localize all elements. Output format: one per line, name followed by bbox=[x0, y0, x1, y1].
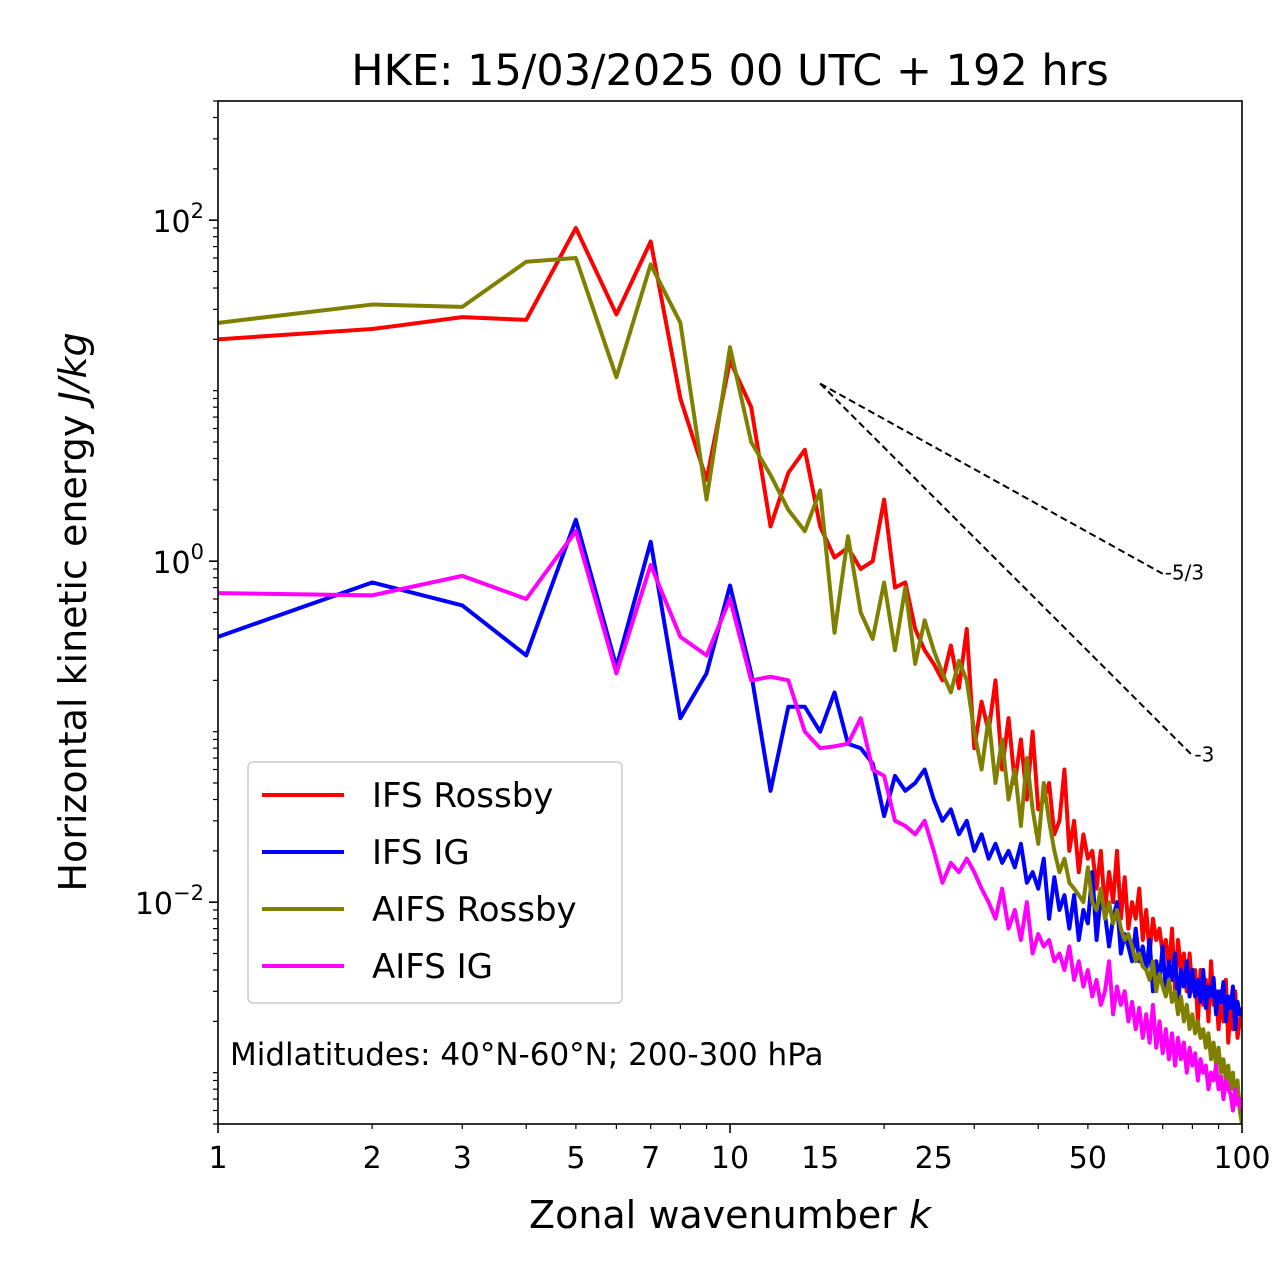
y-axis-label-unit: J/kg bbox=[51, 332, 95, 409]
series-line-aifs-rossby bbox=[218, 256, 1242, 1124]
x-tick-label: 50 bbox=[1069, 1141, 1107, 1176]
x-tick-label: 100 bbox=[1213, 1141, 1270, 1176]
chart-title: HKE: 15/03/2025 00 UTC + 192 hrs bbox=[351, 46, 1108, 96]
legend-label-ifs-ig: IFS IG bbox=[372, 833, 470, 873]
x-tick-label: 1 bbox=[208, 1141, 227, 1176]
x-axis-label: Zonal wavenumber k bbox=[529, 1193, 933, 1237]
x-axis-label-variable: k bbox=[909, 1193, 933, 1237]
x-tick-label: 2 bbox=[363, 1141, 382, 1176]
legend-label-ifs-rossby: IFS Rossby bbox=[372, 776, 553, 816]
x-axis: 1 2 3 5 7 10 15 25 50 100 bbox=[208, 1124, 1271, 1176]
region-annotation: Midlatitudes: 40°N-60°N; 200-300 hPa bbox=[230, 1037, 824, 1073]
series-layer bbox=[218, 225, 1242, 1124]
x-tick-label: 5 bbox=[566, 1141, 585, 1176]
x-tick-label: 15 bbox=[801, 1141, 839, 1176]
legend-label-aifs-ig: AIFS IG bbox=[372, 947, 493, 987]
y-tick-label: 100 bbox=[152, 540, 204, 581]
x-tick-label: 7 bbox=[641, 1141, 660, 1176]
x-axis-label-text: Zonal wavenumber bbox=[529, 1193, 909, 1237]
reference-label-5-3: -5/3 bbox=[1165, 561, 1204, 585]
x-tick-label: 10 bbox=[711, 1141, 749, 1176]
legend: IFS Rossby IFS IG AIFS Rossby AIFS IG bbox=[247, 761, 623, 1004]
y-tick-label: 10−2 bbox=[135, 881, 204, 922]
series-line-aifs-ig bbox=[218, 529, 1242, 1113]
legend-label-aifs-rossby: AIFS Rossby bbox=[372, 890, 577, 930]
legend-box bbox=[247, 761, 623, 1004]
reference-label-3: -3 bbox=[1194, 742, 1214, 766]
x-tick-label: 3 bbox=[453, 1141, 472, 1176]
y-tick-label: 102 bbox=[152, 199, 204, 240]
legend-items: IFS Rossby IFS IG AIFS Rossby AIFS IG bbox=[262, 776, 577, 987]
y-axis: 10−2 100 102 bbox=[135, 100, 218, 1125]
reference-lines: -5/3 -3 bbox=[819, 382, 1214, 766]
y-axis-label: Horizontal kinetic energy J/kg bbox=[51, 332, 95, 891]
x-tick-label: 25 bbox=[915, 1141, 953, 1176]
y-axis-label-text: Horizontal kinetic energy bbox=[51, 403, 95, 892]
